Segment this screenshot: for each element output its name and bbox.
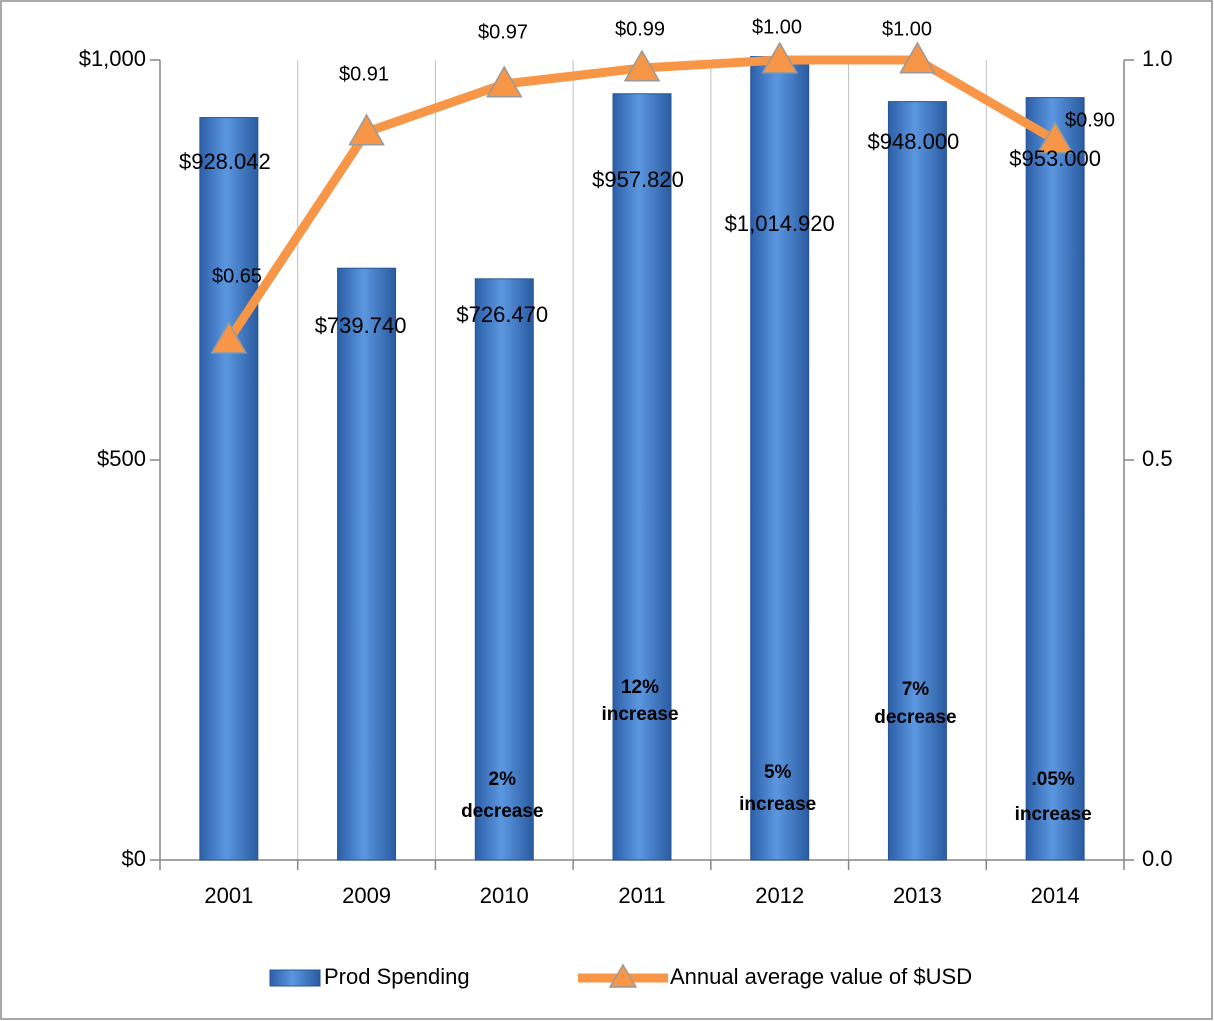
annotation: decrease bbox=[874, 707, 956, 728]
line-marker bbox=[761, 41, 799, 74]
x-tick-label: 2009 bbox=[342, 883, 391, 908]
x-tick-label: 2010 bbox=[480, 883, 529, 908]
y-tick-label: $0 bbox=[122, 846, 146, 871]
bar-value-label: $953.000 bbox=[1009, 146, 1101, 171]
line-marker bbox=[210, 321, 248, 354]
y-tick-label: $1,000 bbox=[79, 46, 146, 71]
x-tick-label: 2011 bbox=[618, 883, 665, 908]
annotation: 7% bbox=[902, 679, 930, 700]
y2-tick-label: 0.5 bbox=[1142, 446, 1173, 471]
legend-label: Prod Spending bbox=[324, 964, 470, 989]
bar-value-label: $739.740 bbox=[315, 313, 407, 338]
line-value-label: $0.99 bbox=[615, 18, 665, 40]
bar bbox=[1025, 97, 1085, 861]
line-value-label: $0.91 bbox=[339, 63, 389, 85]
bar-value-label: $948.000 bbox=[868, 129, 960, 154]
bar-value-label: $928.042 bbox=[179, 149, 271, 174]
line-marker bbox=[348, 113, 385, 146]
line-value-label: $0.65 bbox=[212, 265, 262, 287]
line-marker bbox=[623, 49, 661, 82]
x-tick-label: 2001 bbox=[204, 883, 253, 908]
plot-area bbox=[199, 56, 1085, 861]
line-marker bbox=[899, 41, 936, 74]
annotation: decrease bbox=[461, 801, 543, 822]
annotation: increase bbox=[1015, 804, 1092, 825]
bar bbox=[612, 93, 672, 861]
bar-value-label: $957.820 bbox=[592, 167, 684, 192]
bar bbox=[199, 117, 259, 861]
legend-swatch bbox=[269, 969, 321, 987]
x-tick-label: 2014 bbox=[1031, 883, 1080, 908]
legend-label: Annual average value of $USD bbox=[670, 964, 972, 989]
legend-swatch bbox=[608, 963, 638, 988]
bar bbox=[337, 267, 397, 861]
annotation: .05% bbox=[1031, 769, 1074, 790]
bar bbox=[887, 101, 947, 861]
annotation: increase bbox=[601, 704, 678, 725]
line-value-label: $0.97 bbox=[478, 21, 528, 43]
annotation: 2% bbox=[489, 769, 517, 790]
bar-value-label: $1,014.920 bbox=[725, 211, 835, 236]
y2-tick-label: 1.0 bbox=[1142, 46, 1173, 71]
bar-value-label: $726.470 bbox=[456, 302, 548, 327]
y2-tick-label: 0.0 bbox=[1142, 846, 1173, 871]
annotation: increase bbox=[739, 794, 816, 815]
x-tick-label: 2012 bbox=[755, 883, 804, 908]
annotation: 5% bbox=[764, 762, 792, 783]
annotation: 12% bbox=[621, 677, 659, 698]
line-value-label: $1.00 bbox=[752, 16, 802, 38]
line-marker bbox=[485, 65, 523, 98]
x-tick-label: 2013 bbox=[893, 883, 942, 908]
line-value-label: $1.00 bbox=[882, 18, 932, 40]
bar bbox=[474, 278, 534, 861]
line-value-label: $0.90 bbox=[1065, 109, 1115, 131]
line-marker bbox=[1036, 121, 1074, 154]
bar bbox=[750, 56, 810, 861]
y-tick-label: $500 bbox=[97, 446, 146, 471]
